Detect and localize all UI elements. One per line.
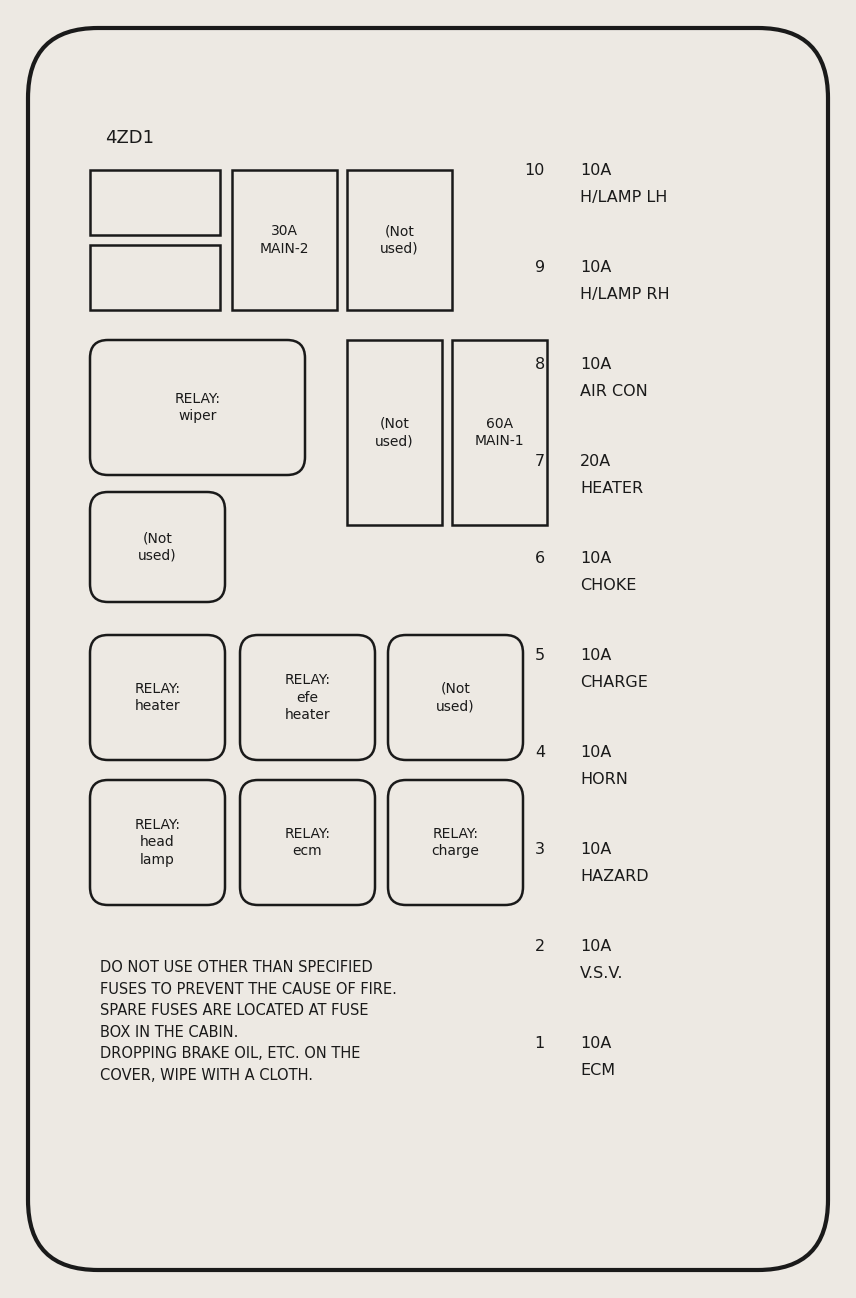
Text: (Not
used): (Not used) <box>375 417 413 448</box>
Text: RELAY:
charge: RELAY: charge <box>431 827 479 858</box>
Text: 2: 2 <box>535 938 545 954</box>
Bar <box>347 340 442 524</box>
FancyBboxPatch shape <box>240 780 375 905</box>
Text: 10: 10 <box>525 164 545 178</box>
Bar <box>90 245 220 310</box>
Text: HEATER: HEATER <box>580 482 643 496</box>
Text: AIR CON: AIR CON <box>580 384 648 398</box>
Text: 6: 6 <box>535 550 545 566</box>
Text: H/LAMP LH: H/LAMP LH <box>580 190 668 205</box>
Text: 5: 5 <box>535 648 545 663</box>
Text: 7: 7 <box>535 454 545 469</box>
FancyBboxPatch shape <box>90 635 225 761</box>
Bar <box>347 170 452 310</box>
FancyBboxPatch shape <box>388 635 523 761</box>
Text: RELAY:
efe
heater: RELAY: efe heater <box>284 672 330 723</box>
Text: 10A: 10A <box>580 842 611 857</box>
Text: 10A: 10A <box>580 164 611 178</box>
Text: 30A
MAIN-2: 30A MAIN-2 <box>259 225 309 256</box>
Text: 10A: 10A <box>580 260 611 275</box>
Text: 8: 8 <box>535 357 545 373</box>
Text: 10A: 10A <box>580 745 611 761</box>
Text: 10A: 10A <box>580 1036 611 1051</box>
FancyBboxPatch shape <box>90 492 225 602</box>
Text: H/LAMP RH: H/LAMP RH <box>580 287 669 302</box>
Text: RELAY:
wiper: RELAY: wiper <box>175 392 221 423</box>
Text: RELAY:
heater: RELAY: heater <box>134 681 181 714</box>
Text: RELAY:
head
lamp: RELAY: head lamp <box>134 818 181 867</box>
Text: (Not
used): (Not used) <box>437 681 475 714</box>
Bar <box>90 170 220 235</box>
Text: (Not
used): (Not used) <box>138 531 177 563</box>
Text: CHARGE: CHARGE <box>580 675 648 691</box>
Text: 3: 3 <box>535 842 545 857</box>
FancyBboxPatch shape <box>240 635 375 761</box>
Text: 60A
MAIN-1: 60A MAIN-1 <box>475 417 525 448</box>
Text: 1: 1 <box>535 1036 545 1051</box>
Text: 10A: 10A <box>580 938 611 954</box>
Text: 4ZD1: 4ZD1 <box>105 129 154 147</box>
Text: RELAY:
ecm: RELAY: ecm <box>284 827 330 858</box>
Text: 20A: 20A <box>580 454 611 469</box>
FancyBboxPatch shape <box>28 29 828 1269</box>
FancyBboxPatch shape <box>90 780 225 905</box>
Text: 9: 9 <box>535 260 545 275</box>
Text: (Not
used): (Not used) <box>380 225 419 256</box>
Text: CHOKE: CHOKE <box>580 578 636 593</box>
Bar <box>452 340 547 524</box>
Text: 10A: 10A <box>580 357 611 373</box>
Text: V.S.V.: V.S.V. <box>580 966 623 981</box>
Text: HORN: HORN <box>580 772 627 787</box>
Text: HAZARD: HAZARD <box>580 868 649 884</box>
Text: 10A: 10A <box>580 550 611 566</box>
Text: ECM: ECM <box>580 1063 615 1079</box>
Text: DO NOT USE OTHER THAN SPECIFIED
FUSES TO PREVENT THE CAUSE OF FIRE.
SPARE FUSES : DO NOT USE OTHER THAN SPECIFIED FUSES TO… <box>100 961 397 1083</box>
Text: 10A: 10A <box>580 648 611 663</box>
FancyBboxPatch shape <box>388 780 523 905</box>
FancyBboxPatch shape <box>90 340 305 475</box>
Bar <box>232 170 337 310</box>
Text: 4: 4 <box>535 745 545 761</box>
